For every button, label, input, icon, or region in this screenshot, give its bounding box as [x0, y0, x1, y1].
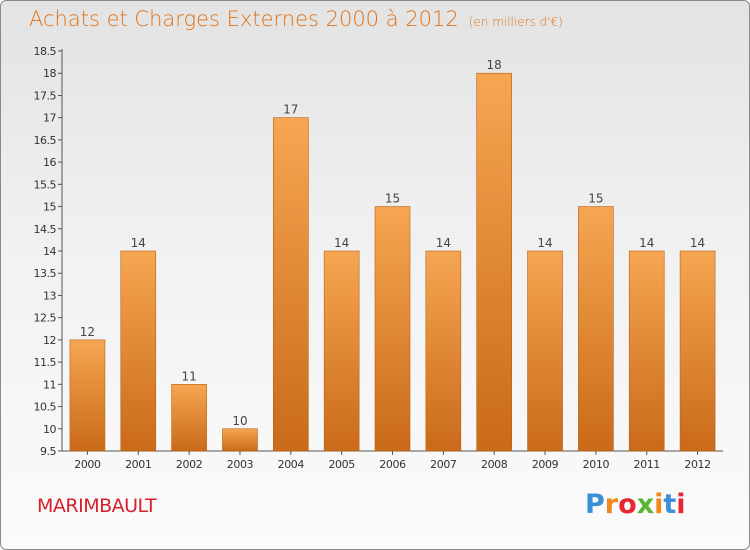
- bar-value-label: 14: [690, 236, 705, 250]
- y-tick-label: 14.5: [34, 223, 57, 236]
- bar: [323, 250, 360, 452]
- y-tick-label: 16: [43, 156, 56, 169]
- bar-chart: 9.5 10 10.5 11 11.5 12 12.5 13 13.5 14 14.5 15 15.5 1…: [34, 45, 723, 471]
- y-tick-label: 15.5: [34, 178, 57, 191]
- y-tick-label: 17: [43, 112, 56, 125]
- y-tick-label: 11: [43, 378, 56, 391]
- y-tick-label: 9.5: [40, 445, 56, 458]
- bar: [374, 206, 411, 452]
- y-tick-label: 10: [43, 423, 56, 436]
- bar-value-label: 14: [639, 236, 654, 250]
- y-tick-label: 13: [43, 289, 56, 302]
- bar: [628, 250, 665, 452]
- x-tick-label: 2012: [684, 458, 710, 471]
- bar: [120, 250, 157, 452]
- bar: [171, 384, 207, 452]
- bar-value-label: 10: [232, 414, 247, 428]
- logo-letter: x: [636, 489, 655, 520]
- bar: [222, 428, 258, 452]
- bar-value-label: 11: [181, 369, 196, 383]
- x-tick-label: 2011: [634, 458, 660, 471]
- logo-letter: i: [676, 489, 686, 520]
- x-tick-label: 2008: [481, 458, 508, 471]
- bar-value-label: 14: [334, 236, 349, 250]
- bar: [578, 206, 614, 452]
- bar: [476, 72, 512, 452]
- chart-title: Achats et Charges Externes 2000 à 2012 (e…: [29, 7, 563, 31]
- y-tick-label: 12.5: [34, 312, 57, 325]
- axes: 9.5 10 10.5 11 11.5 12 12.5 13 13.5 14 14.5 15 15.5 1…: [34, 45, 723, 471]
- bar: [273, 117, 309, 452]
- bar-value-label: 15: [588, 192, 603, 206]
- y-tick-label: 13.5: [34, 267, 57, 280]
- y-tick-label: 14: [43, 245, 56, 258]
- x-tick-label: 2002: [176, 458, 202, 471]
- y-tick-label: 18: [43, 67, 56, 80]
- bar-value-label: 14: [537, 236, 552, 250]
- y-tick-label: 17.5: [34, 89, 57, 102]
- bar-value-label: 14: [436, 236, 451, 250]
- bar-value-label: 15: [385, 192, 400, 206]
- y-tick-label: 12: [43, 334, 56, 347]
- x-tick-label: 2010: [583, 458, 610, 471]
- x-tick-label: 2007: [430, 458, 457, 471]
- bar: [679, 250, 716, 452]
- proxiti-logo: Proxiti: [585, 489, 686, 520]
- logo-letter: o: [618, 489, 637, 520]
- x-tick-label: 2005: [328, 458, 355, 471]
- bar: [527, 250, 563, 452]
- place-name: MARIMBAULT: [37, 495, 157, 517]
- x-tick-label: 2000: [74, 458, 101, 471]
- x-tick-label: 2001: [125, 458, 151, 471]
- x-tick-label: 2004: [278, 458, 305, 471]
- x-tick-label: 2006: [379, 458, 406, 471]
- bar-value-label: 18: [487, 58, 502, 72]
- bar-value-label: 12: [80, 325, 95, 339]
- logo-letter: i: [654, 489, 664, 520]
- bars: 12 14 11 10 17 14 15 14 18 14 15 14 14: [69, 58, 716, 452]
- title-unit: (en milliers d'€): [468, 15, 563, 29]
- x-tick-label: 2003: [227, 458, 254, 471]
- bar-value-label: 17: [283, 103, 298, 117]
- logo-letter: t: [663, 489, 677, 520]
- x-tick-label: 2009: [532, 458, 559, 471]
- bar-value-label: 14: [131, 236, 146, 250]
- logo-letter: r: [604, 489, 619, 520]
- y-tick-label: 15: [43, 201, 56, 214]
- y-tick-label: 16.5: [34, 134, 57, 147]
- bar: [425, 250, 462, 452]
- bar: [69, 339, 106, 452]
- y-tick-label: 11.5: [34, 356, 57, 369]
- logo-letter: P: [585, 489, 605, 520]
- y-tick-label: 10.5: [34, 401, 57, 414]
- title-text: Achats et Charges Externes 2000 à 2012: [29, 7, 459, 31]
- y-tick-label: 18.5: [34, 45, 57, 58]
